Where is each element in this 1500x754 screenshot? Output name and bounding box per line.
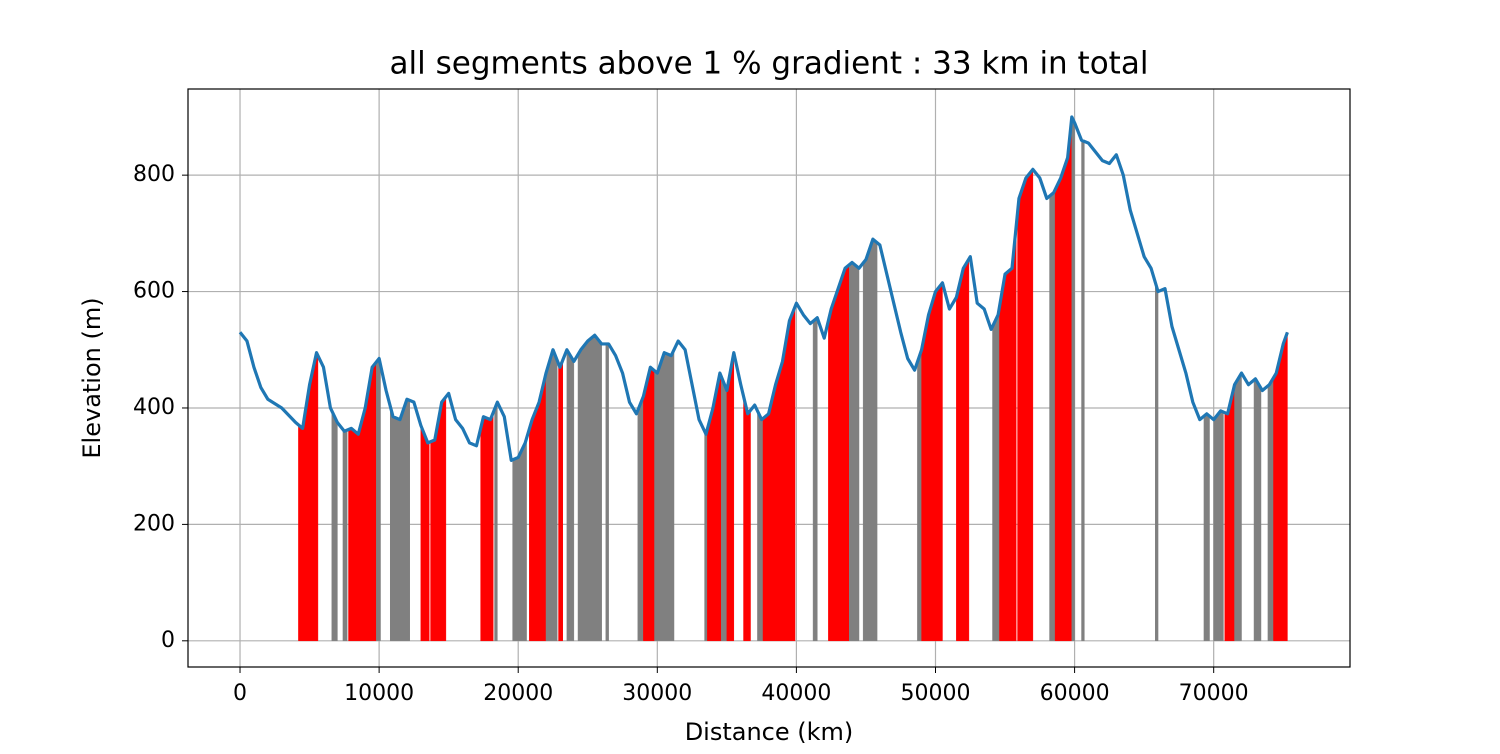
gradient-segment xyxy=(1017,168,1034,642)
gradient-segment xyxy=(376,357,381,642)
x-tick-label: 20000 xyxy=(483,681,553,706)
gradient-segment xyxy=(757,410,764,642)
gradient-segment xyxy=(643,366,655,642)
x-axis-label: Distance (km) xyxy=(685,718,854,746)
elevation-line xyxy=(238,115,1289,462)
gradient-segment xyxy=(389,398,410,642)
x-tick-label: 50000 xyxy=(900,681,970,706)
chart-title: all segments above 1 % gradient : 33 km … xyxy=(390,46,1149,82)
gradient-segment xyxy=(849,262,860,642)
gradient-segment xyxy=(1224,384,1235,642)
gradient-segment xyxy=(956,258,970,642)
gradient-segment xyxy=(721,376,728,642)
x-tick-label: 60000 xyxy=(1040,681,1110,706)
gradient-segment xyxy=(1267,376,1274,642)
x-tick-label: 40000 xyxy=(761,681,831,706)
gradient-segment xyxy=(545,349,558,642)
gradient-segment xyxy=(1081,139,1085,642)
gradient-segment xyxy=(480,412,494,642)
gradient-segment xyxy=(494,402,498,642)
gradient-segment xyxy=(342,428,348,642)
gradient-segment xyxy=(726,352,735,642)
x-tick-label: 30000 xyxy=(622,681,692,706)
y-tick-label: 400 xyxy=(133,395,175,420)
gradient-segment xyxy=(917,349,922,642)
x-tick-label: 0 xyxy=(233,681,247,706)
gradient-segment xyxy=(566,348,575,642)
gradient-segment xyxy=(1203,413,1210,642)
gradient-segment xyxy=(743,396,751,642)
gradient-segment xyxy=(1253,378,1262,642)
gradient-segment xyxy=(862,238,878,642)
x-tick-label: 10000 xyxy=(344,681,414,706)
gradient-segment xyxy=(1273,332,1288,642)
lines xyxy=(238,115,1289,462)
gradient-segment xyxy=(512,438,527,642)
gradient-segment xyxy=(420,425,430,642)
gradient-segment xyxy=(1054,116,1073,642)
gradient-segment xyxy=(637,396,644,642)
y-tick-label: 0 xyxy=(161,628,175,653)
y-tick-label: 800 xyxy=(133,162,175,187)
gradient-segment xyxy=(1155,282,1159,642)
y-axis-label: Elevation (m) xyxy=(78,297,106,458)
gradient-segment xyxy=(1049,189,1056,642)
gradient-segment xyxy=(1071,116,1075,642)
gradient-segment xyxy=(605,343,609,642)
gradient-segment xyxy=(812,317,818,642)
gradient-segment xyxy=(704,428,708,642)
segments xyxy=(298,116,1288,642)
gradient-segment xyxy=(577,334,602,642)
plot-frame xyxy=(187,88,1351,668)
gradient-segment xyxy=(1213,410,1224,642)
x-tick-label: 70000 xyxy=(1179,681,1249,706)
gradient-segment xyxy=(828,264,850,642)
gradient-segment xyxy=(331,410,338,642)
gradient-segment xyxy=(1234,372,1242,642)
gradient-segment xyxy=(558,360,563,642)
y-tick-label: 600 xyxy=(133,279,175,304)
gradient-segment xyxy=(992,306,1000,642)
y-tick-label: 200 xyxy=(133,511,175,536)
gradient-segment xyxy=(654,349,675,642)
